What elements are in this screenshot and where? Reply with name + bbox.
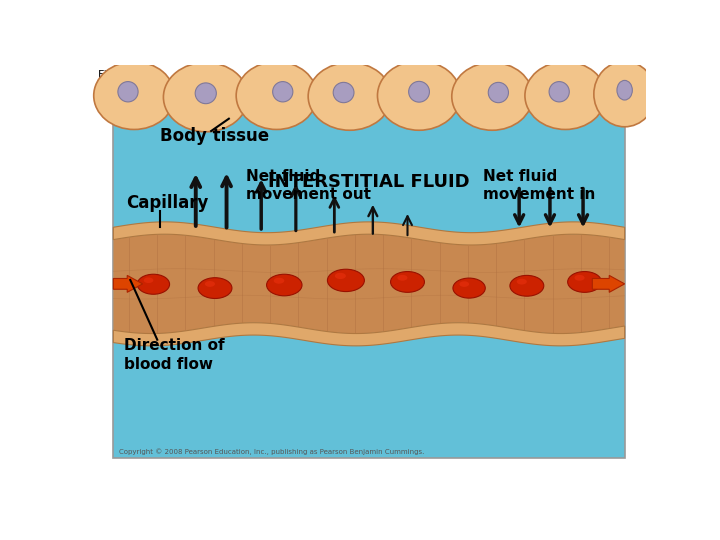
Ellipse shape <box>397 275 408 281</box>
FancyArrow shape <box>113 275 143 292</box>
Ellipse shape <box>377 61 461 130</box>
Ellipse shape <box>118 82 138 102</box>
Text: Capillary: Capillary <box>127 194 209 212</box>
Ellipse shape <box>409 82 429 102</box>
Text: Net fluid
movement in: Net fluid movement in <box>483 168 595 202</box>
Ellipse shape <box>488 83 508 103</box>
Polygon shape <box>113 323 625 346</box>
Ellipse shape <box>163 63 248 132</box>
Ellipse shape <box>459 281 469 287</box>
Text: Copyright © 2008 Pearson Education, Inc., publishing as Pearson Benjamin Cumming: Copyright © 2008 Pearson Education, Inc.… <box>119 449 424 455</box>
FancyArrow shape <box>593 275 625 292</box>
Ellipse shape <box>138 274 170 294</box>
Ellipse shape <box>617 80 632 100</box>
Ellipse shape <box>453 278 485 298</box>
Ellipse shape <box>549 82 570 102</box>
Text: INTERSTITIAL FLUID: INTERSTITIAL FLUID <box>268 173 470 191</box>
Ellipse shape <box>517 279 527 285</box>
Ellipse shape <box>328 269 364 292</box>
Ellipse shape <box>390 272 425 292</box>
Text: Net fluid
movement out: Net fluid movement out <box>246 168 371 202</box>
Ellipse shape <box>594 62 655 127</box>
Ellipse shape <box>308 63 392 130</box>
Ellipse shape <box>274 278 284 284</box>
Ellipse shape <box>333 83 354 103</box>
Text: Body tissue: Body tissue <box>160 127 269 145</box>
Ellipse shape <box>335 273 346 279</box>
FancyBboxPatch shape <box>113 90 625 457</box>
Ellipse shape <box>575 275 585 281</box>
Polygon shape <box>113 222 625 245</box>
Text: Fig. 42-16a: Fig. 42-16a <box>98 70 160 80</box>
Ellipse shape <box>266 274 302 296</box>
Ellipse shape <box>144 278 153 283</box>
Ellipse shape <box>195 83 216 104</box>
Ellipse shape <box>94 62 174 130</box>
Text: Direction of
blood flow: Direction of blood flow <box>124 338 225 372</box>
Bar <box>113 90 625 92</box>
Ellipse shape <box>567 272 601 292</box>
Ellipse shape <box>204 281 215 287</box>
Ellipse shape <box>273 82 293 102</box>
Ellipse shape <box>198 278 232 299</box>
Ellipse shape <box>451 63 533 130</box>
Ellipse shape <box>510 275 544 296</box>
Ellipse shape <box>236 62 317 130</box>
Polygon shape <box>113 234 625 334</box>
Ellipse shape <box>525 62 606 130</box>
